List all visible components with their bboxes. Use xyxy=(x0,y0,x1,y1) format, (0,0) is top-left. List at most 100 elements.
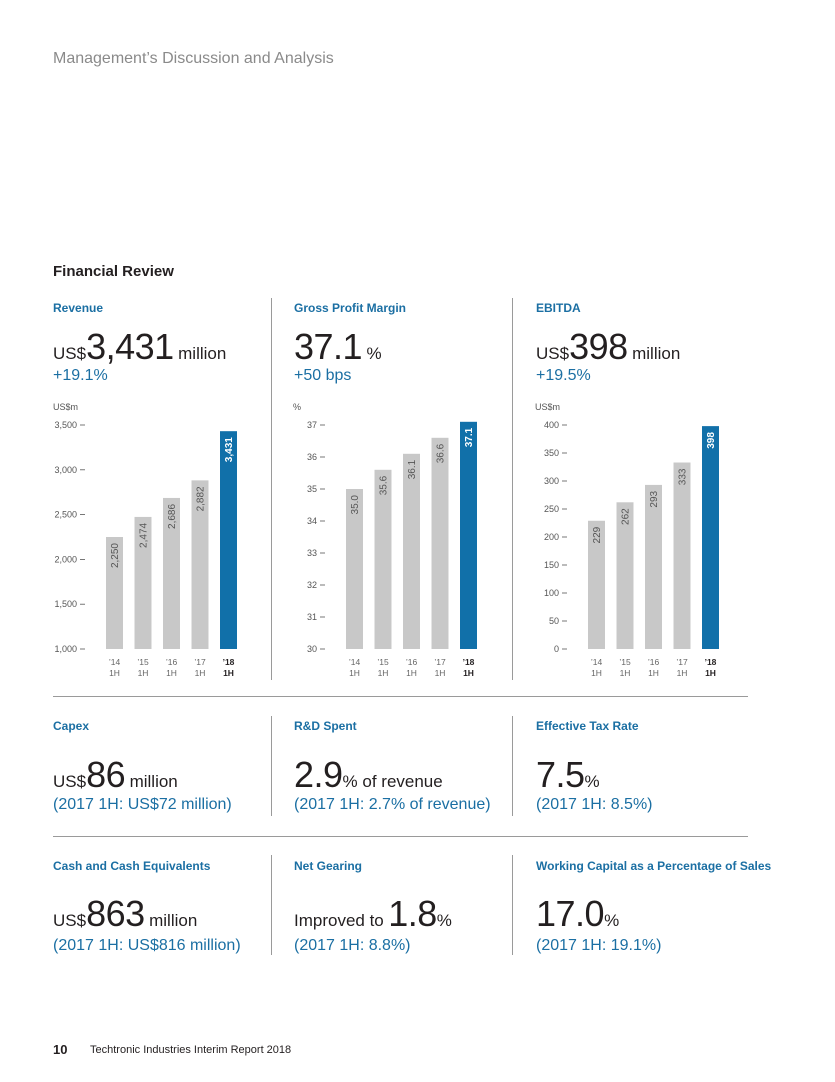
rnd-comparison: (2017 1H: 2.7% of revenue) xyxy=(294,796,491,813)
bar-value-label: 293 xyxy=(649,490,660,507)
gpm-value: 37.1 xyxy=(294,326,363,367)
y-tick-label: 32 xyxy=(307,580,317,590)
x-tick-label: 1H xyxy=(406,668,417,678)
gearing-title: Net Gearing xyxy=(294,859,363,873)
y-tick-label: 37 xyxy=(307,420,317,430)
y-axis-unit: US$m xyxy=(53,402,78,412)
bar xyxy=(588,520,605,649)
bar-value-label: 2,882 xyxy=(196,486,207,511)
cash-title: Cash and Cash Equivalents xyxy=(53,859,211,873)
column-divider xyxy=(271,298,272,680)
wc-suffix: % xyxy=(604,911,620,930)
capex-suffix: million xyxy=(129,772,178,791)
page-header: Management’s Discussion and Analysis xyxy=(53,50,334,67)
row-divider xyxy=(53,696,748,697)
x-tick-label: ’18 xyxy=(705,657,717,667)
gpm-title: Gross Profit Margin xyxy=(294,301,407,315)
y-tick-label: 31 xyxy=(307,612,317,622)
y-tick-label: 34 xyxy=(307,516,317,526)
ebitda-change: +19.5% xyxy=(536,367,591,384)
bar xyxy=(702,426,719,649)
bar xyxy=(616,502,634,649)
bar-value-label: 2,686 xyxy=(167,504,178,529)
bar xyxy=(220,431,237,649)
gearing-comparison: (2017 1H: 8.8%) xyxy=(294,937,411,954)
tax-figure: 7.5% xyxy=(536,754,600,796)
column-divider xyxy=(512,298,513,680)
x-tick-label: ’15 xyxy=(619,657,631,667)
ebitda-figure: US$398 million xyxy=(536,326,680,368)
x-tick-label: ’18 xyxy=(223,657,235,667)
bar xyxy=(346,489,363,649)
revenue-change: +19.1% xyxy=(53,367,108,384)
x-tick-label: 1H xyxy=(223,668,234,678)
gpm-suffix: % xyxy=(366,344,382,363)
x-tick-label: 1H xyxy=(109,668,120,678)
bar-value-label: 37.1 xyxy=(464,427,475,447)
gpm-change: +50 bps xyxy=(294,367,352,384)
bar-value-label: 35.0 xyxy=(350,495,361,515)
y-tick-label: 3,500 xyxy=(54,420,77,430)
bar xyxy=(374,469,392,649)
y-tick-label: 2,500 xyxy=(54,510,77,520)
x-tick-label: 1H xyxy=(378,668,389,678)
x-tick-label: ’17 xyxy=(434,657,446,667)
tax-suffix: % xyxy=(584,772,600,791)
x-tick-label: ’16 xyxy=(166,657,178,667)
bar xyxy=(403,453,420,649)
gearing-value: 1.8 xyxy=(388,893,437,934)
x-tick-label: 1H xyxy=(705,668,716,678)
y-tick-label: 50 xyxy=(549,616,559,626)
column-divider xyxy=(271,855,272,955)
y-tick-label: 350 xyxy=(544,448,559,458)
revenue-value: 3,431 xyxy=(86,326,174,367)
capex-prefix: US$ xyxy=(53,772,87,791)
y-tick-label: 300 xyxy=(544,476,559,486)
ebitda-chart: US$m050100150200250300350400229’141H262’… xyxy=(535,402,719,678)
y-axis-unit: US$m xyxy=(535,402,560,412)
gpm-figure: 37.1 % xyxy=(294,326,382,368)
bar-value-label: 35.6 xyxy=(379,475,390,495)
x-tick-label: 1H xyxy=(463,668,474,678)
bar xyxy=(134,516,152,649)
y-tick-label: 100 xyxy=(544,588,559,598)
gearing-suffix: % xyxy=(436,911,452,930)
wc-title: Working Capital as a Percentage of Sales xyxy=(536,859,772,873)
y-axis-unit: % xyxy=(293,402,301,412)
cash-figure: US$863 million xyxy=(53,893,197,935)
wc-figure: 17.0% xyxy=(536,893,619,935)
x-tick-label: 1H xyxy=(620,668,631,678)
y-tick-label: 3,000 xyxy=(54,465,77,475)
bar-value-label: 398 xyxy=(706,432,717,449)
revenue-title: Revenue xyxy=(53,301,104,315)
x-tick-label: 1H xyxy=(435,668,446,678)
rnd-suffix: % of revenue xyxy=(342,772,443,791)
wc-comparison: (2017 1H: 19.1%) xyxy=(536,937,662,954)
x-tick-label: 1H xyxy=(591,668,602,678)
capex-title: Capex xyxy=(53,719,90,733)
capex-comparison: (2017 1H: US$72 million) xyxy=(53,796,232,813)
column-divider xyxy=(512,855,513,955)
x-tick-label: ’17 xyxy=(676,657,688,667)
bar-value-label: 229 xyxy=(592,526,603,543)
revenue-figure: US$3,431 million xyxy=(53,326,226,368)
column-divider xyxy=(271,716,272,816)
rnd-value: 2.9 xyxy=(294,754,343,795)
y-tick-label: 2,000 xyxy=(54,554,77,564)
bar-value-label: 3,431 xyxy=(224,437,235,462)
y-tick-label: 400 xyxy=(544,420,559,430)
cash-suffix: million xyxy=(149,911,198,930)
y-tick-label: 0 xyxy=(554,644,559,654)
bar-value-label: 36.1 xyxy=(407,459,418,479)
x-tick-label: ’15 xyxy=(137,657,149,667)
rnd-title: R&D Spent xyxy=(294,719,357,733)
revenue-chart: US$m 1,000 1,500 2,000 2,500 3,000 3,500 2,250 ’… xyxy=(53,402,237,678)
gpm-chart: %303132333435363735.0’141H35.6’151H36.1’… xyxy=(293,402,477,678)
x-tick-label: ’14 xyxy=(591,657,603,667)
bar-value-label: 333 xyxy=(678,468,689,485)
bar-value-label: 2,474 xyxy=(139,522,150,547)
rnd-figure: 2.9% of revenue xyxy=(294,754,443,796)
ebitda-value: 398 xyxy=(569,326,628,367)
bar xyxy=(673,462,691,649)
y-tick-label: 1,500 xyxy=(54,599,77,609)
